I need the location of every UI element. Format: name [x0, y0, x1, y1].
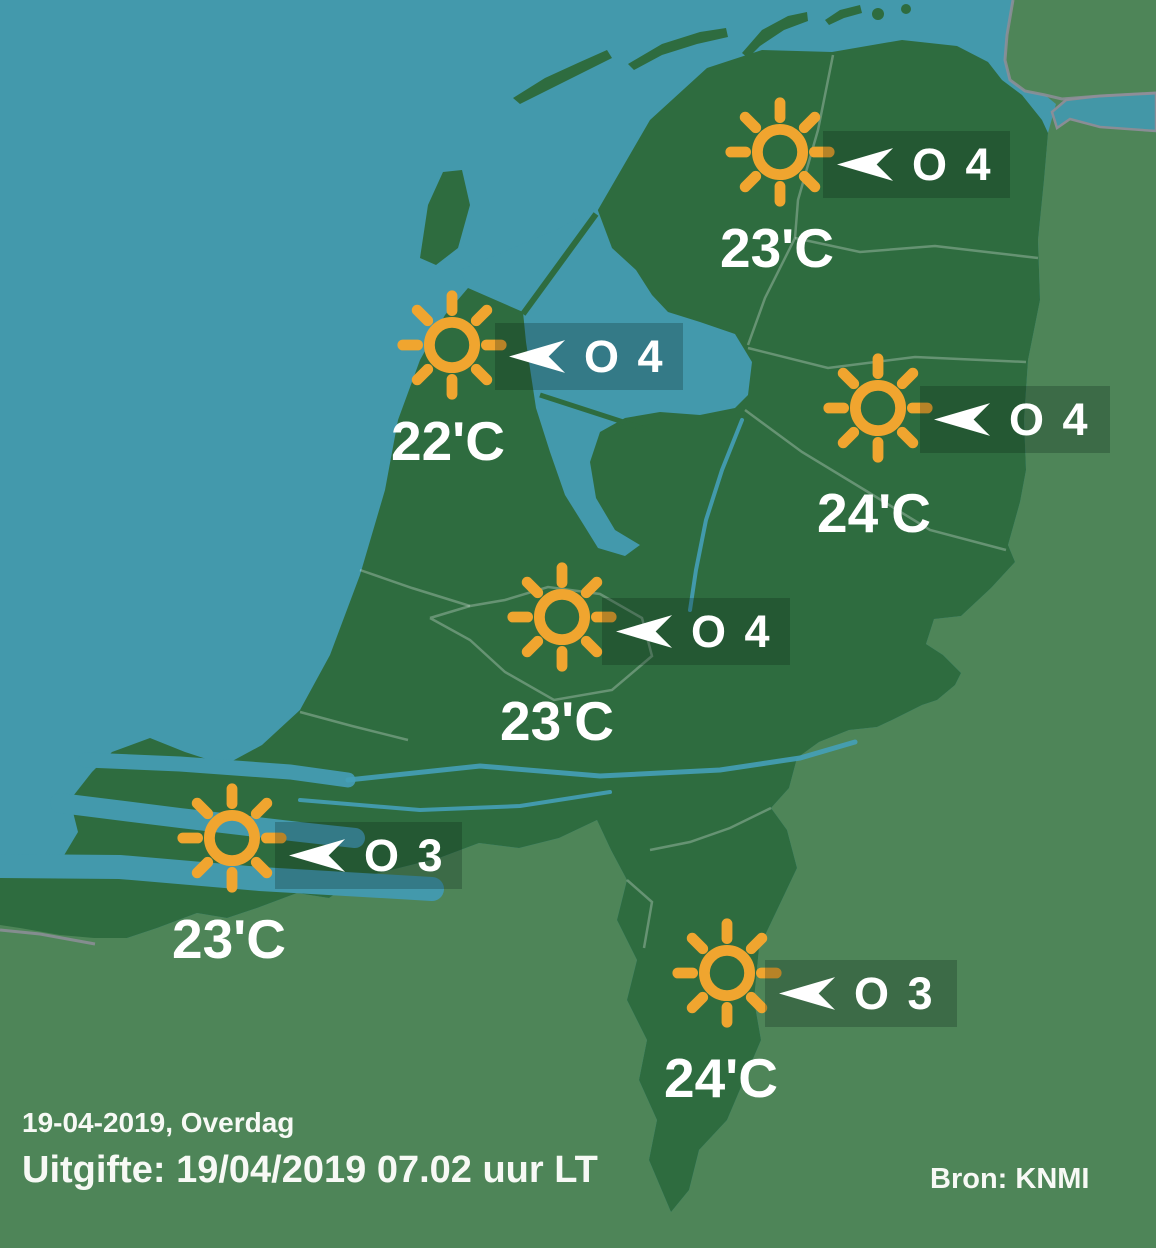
- wind-indicator: O 3: [765, 960, 957, 1027]
- rivers: [298, 418, 858, 813]
- foreign-coastline: [0, 0, 1156, 946]
- wind-indicator: O 4: [602, 598, 790, 665]
- wind-label: O 3: [854, 968, 936, 1019]
- temperature-label: 22'C: [391, 410, 505, 472]
- wind-label: O 3: [364, 830, 446, 881]
- houtribdijk-dike: [539, 392, 649, 433]
- forecast-date-label: 19-04-2019, Overdag: [22, 1107, 295, 1138]
- wind-direction-arrow-icon: [616, 615, 673, 648]
- sun-icon: [393, 286, 511, 404]
- temperature-label: 23'C: [720, 217, 834, 279]
- sun-icon: [173, 779, 291, 897]
- sun-icon: [721, 93, 839, 211]
- wind-direction-arrow-icon: [934, 403, 991, 436]
- issue-time-label: Uitgifte: 19/04/2019 07.02 uur LT: [22, 1149, 598, 1191]
- wind-indicator: O 4: [823, 131, 1010, 198]
- temperature-label: 24'C: [664, 1047, 778, 1109]
- temperature-label: 23'C: [500, 690, 614, 752]
- source-credit-label: Bron: KNMI: [930, 1163, 1090, 1195]
- province-borders: [299, 54, 1039, 949]
- wind-direction-arrow-icon: [837, 148, 894, 181]
- wind-label: O 4: [912, 139, 994, 190]
- wind-label: O 4: [1009, 394, 1091, 445]
- wind-direction-arrow-icon: [779, 977, 836, 1010]
- wind-direction-arrow-icon: [509, 340, 566, 373]
- ijsselmeer-lake: [460, 208, 752, 556]
- temperature-label: 23'C: [172, 908, 286, 970]
- wind-label: O 4: [691, 606, 773, 657]
- wind-direction-arrow-icon: [289, 839, 346, 872]
- zeeland-estuaries: [0, 752, 444, 901]
- netherlands-landmass: [0, 40, 1048, 1212]
- wind-indicator: O 4: [495, 323, 683, 390]
- wadden-islands: [420, 4, 911, 265]
- wind-label: O 4: [584, 331, 666, 382]
- temperature-label: 24'C: [817, 482, 931, 544]
- afsluitdijk-dike: [520, 212, 599, 316]
- wind-indicator: O 4: [920, 386, 1110, 453]
- wind-indicator: O 3: [275, 822, 462, 889]
